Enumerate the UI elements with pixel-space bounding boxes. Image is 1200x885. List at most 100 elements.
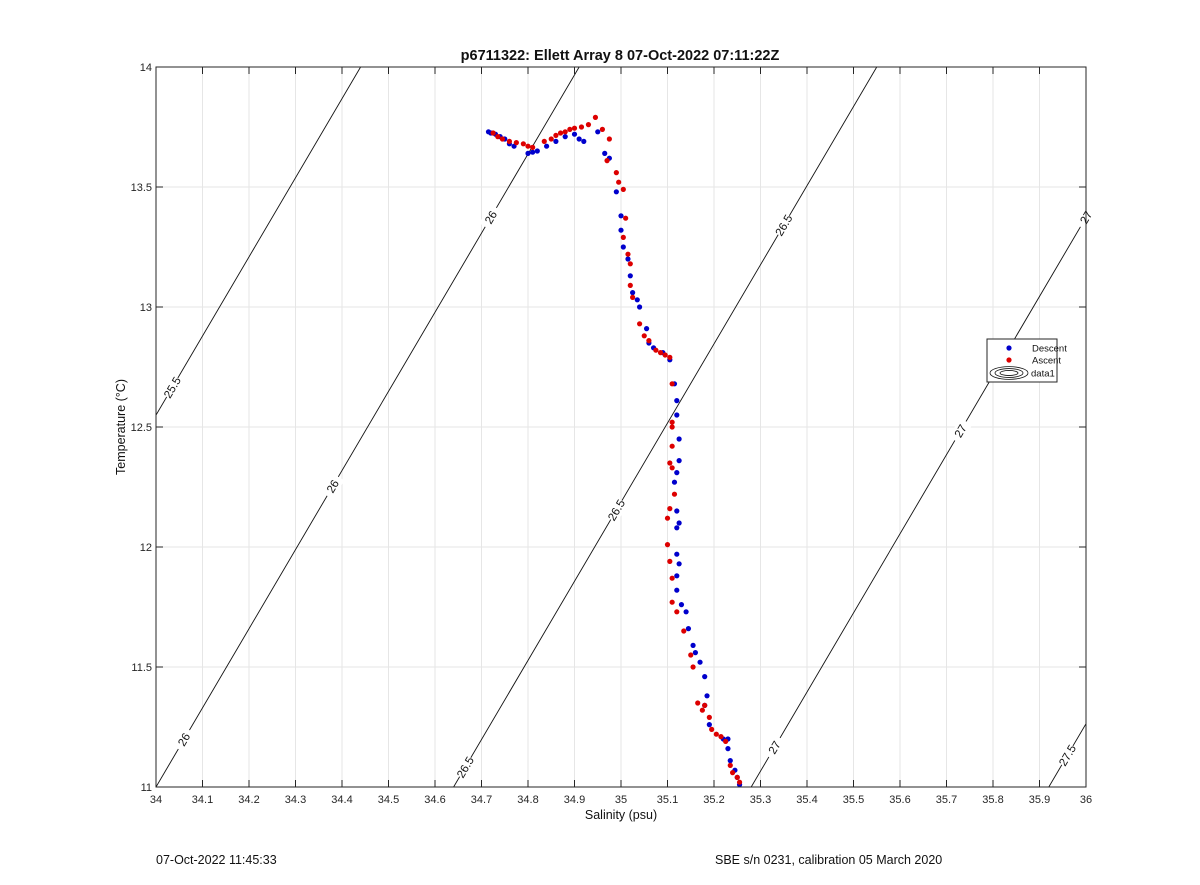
descent-point [620,244,626,250]
descent-point [674,412,680,418]
ascent-point [562,129,568,135]
x-tick-label: 34.8 [517,794,538,806]
ascent-point [620,234,626,240]
y-tick-label: 12.5 [131,422,152,434]
x-tick-label: 34.9 [564,794,585,806]
ascent-point [736,779,743,785]
descent-point [690,642,696,649]
x-tick-label: 35.6 [889,794,910,806]
chart-title: p6711322: Ellett Array 8 07-Oct-2022 07:… [461,48,780,64]
ascent-point [669,599,675,605]
x-tick-label: 34.1 [192,794,213,806]
contour-label: 26 [483,209,500,226]
ascent-point [495,134,501,140]
descent-point [637,304,643,310]
contour-line-25-5 [156,67,361,417]
y-tick-label: 13 [140,302,152,314]
ascent-point [730,770,736,776]
legend-contour-icon [989,366,1029,380]
contour-line-26 [156,67,580,787]
x-tick-label: 34 [150,794,162,806]
ascent-point [567,126,573,132]
x-tick-label: 35.2 [703,794,724,806]
descent-point [595,129,601,135]
ascent-point [625,251,631,257]
descent-point [674,573,680,579]
ascent-point [669,419,675,425]
y-tick-label: 12 [140,542,152,554]
contour-label-bg [453,754,477,781]
ascent-point [718,734,724,740]
ascent-point [664,542,671,548]
contour-label-bg [160,374,184,401]
ascent-point [520,141,526,147]
ascent-point [653,347,659,353]
y-tick-label: 14 [140,62,152,74]
ascent-point [530,144,536,150]
ascent-point [606,136,612,142]
descent-point [618,227,624,233]
ascent-point [641,333,647,339]
ascent-point [571,125,578,131]
descent-point [544,143,550,149]
ascent-point [667,558,673,565]
ascent-point [702,702,708,709]
descent-point [683,609,689,615]
ascent-point [613,170,619,176]
descent-point [674,398,680,404]
ascent-point [674,609,680,615]
descent-point [674,470,680,476]
ascent-point [667,506,673,512]
contour-line-26-5 [453,67,878,787]
descent-point [625,256,631,262]
ascent-point [669,443,675,449]
descent-point [525,150,531,156]
series-ascent [490,114,743,785]
legend-marker [1006,357,1012,363]
descent-point [704,693,710,699]
ascent-point [541,138,547,144]
descent-point [630,290,636,296]
y-tick-label: 11.5 [131,662,152,674]
descent-point [618,213,624,219]
data-points [485,114,743,788]
descent-point [676,520,682,526]
descent-point [627,273,633,279]
y-tick-label: 13.5 [131,182,152,194]
ascent-point [553,132,559,138]
descent-point [581,138,587,144]
y-axis-label: Temperature (°C) [114,379,128,475]
legend-contour-icon [994,368,1024,378]
descent-point [685,626,692,632]
footer-timestamp: 07-Oct-2022 11:45:33 [156,853,277,867]
contour-label-bg [172,726,196,753]
descent-point [576,136,582,142]
contour-label-bg [772,212,796,239]
ascent-point [585,122,592,128]
descent-point [678,602,685,608]
descent-point [676,436,682,442]
descent-point [571,131,578,137]
descent-point [674,551,680,557]
ascent-point [630,294,636,300]
legend-label: Ascent [1032,356,1061,367]
x-tick-label: 34.6 [424,794,445,806]
contour-label: 26.5 [606,498,628,523]
ascent-point [548,136,554,142]
contour-label-bg [604,497,628,524]
ascent-point [690,664,696,670]
x-tick-label: 35.4 [796,794,817,806]
ascent-point [499,136,506,142]
footer-instrument-info: SBE s/n 0231, calibration 05 March 2020 [715,853,943,867]
descent-point [702,674,708,680]
ascent-point [727,762,733,769]
descent-point [727,758,733,764]
descent-point [613,189,619,195]
x-tick-label: 35.5 [843,794,864,806]
descent-point [706,722,712,728]
legend-contour-icon [999,370,1019,376]
contour-label: 27 [953,423,970,440]
ascent-point [669,465,675,471]
